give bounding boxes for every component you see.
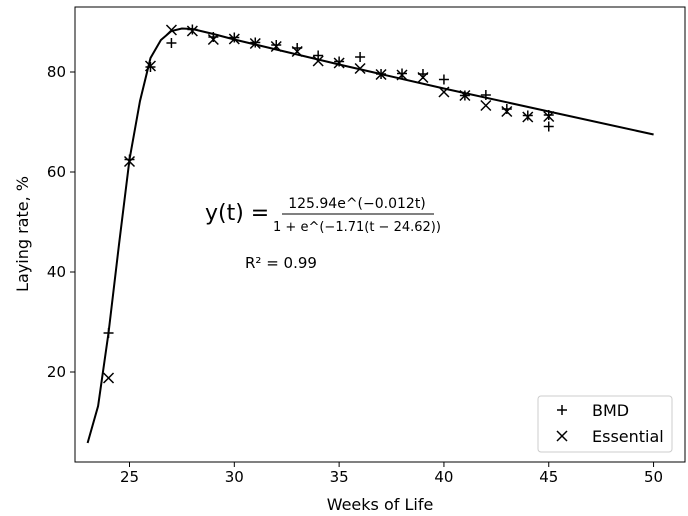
plot-area xyxy=(74,6,686,463)
y-tick-label: 40 xyxy=(47,263,66,281)
data-point-bmd xyxy=(397,68,408,79)
y-tick-label: 80 xyxy=(47,63,66,81)
legend-label-bmd: BMD xyxy=(592,401,629,420)
data-point-essential xyxy=(207,33,219,46)
data-point-bmd xyxy=(355,52,366,62)
legend-marker-essential xyxy=(556,430,568,442)
equation-lhs: y(t) = xyxy=(205,201,269,226)
r-squared-label: R² = 0.99 xyxy=(245,254,317,272)
data-point-essential xyxy=(522,111,534,123)
data-point-essential xyxy=(186,25,198,37)
equation-annotation: y(t) = 125.94e^(−0.012t) 1 + e^(−1.71(t … xyxy=(205,196,441,272)
equation-numerator: 125.94e^(−0.012t) xyxy=(288,196,426,212)
data-point-essential xyxy=(417,71,429,84)
data-point-essential xyxy=(333,57,345,69)
legend-box xyxy=(537,395,673,453)
equation-denominator: 1 + e^(−1.71(t − 24.62)) xyxy=(273,220,441,235)
x-tick-label: 40 xyxy=(434,468,453,486)
data-point-essential xyxy=(501,105,513,118)
x-tick-label: 35 xyxy=(330,468,349,486)
x-tick-label: 45 xyxy=(539,468,558,486)
data-point-bmd xyxy=(522,110,533,121)
data-point-bmd xyxy=(166,38,177,48)
x-tick-label: 30 xyxy=(225,468,244,486)
y-axis-label: Laying rate, % xyxy=(13,176,32,292)
data-point-bmd xyxy=(438,74,449,85)
legend-label-essential: Essential xyxy=(592,427,664,446)
legend-marker-bmd xyxy=(557,405,567,415)
fitted-curve xyxy=(86,27,654,444)
data-point-bmd xyxy=(229,32,240,43)
axis-ticks: 25 30 35 40 45 50 20 40 60 80 xyxy=(47,63,663,486)
data-point-essential xyxy=(480,99,492,112)
x-tick-label: 25 xyxy=(120,468,139,486)
data-point-essential xyxy=(103,372,115,384)
x-tick-label: 50 xyxy=(644,468,663,486)
data-point-bmd xyxy=(543,121,554,132)
chart-marks xyxy=(86,24,654,444)
data-point-bmd xyxy=(271,40,282,50)
data-point-essential xyxy=(312,55,324,67)
y-tick-label: 60 xyxy=(47,163,66,181)
x-axis-label: Weeks of Life xyxy=(327,495,434,514)
legend: BMD Essential xyxy=(537,395,673,453)
y-tick-label: 20 xyxy=(47,363,66,381)
